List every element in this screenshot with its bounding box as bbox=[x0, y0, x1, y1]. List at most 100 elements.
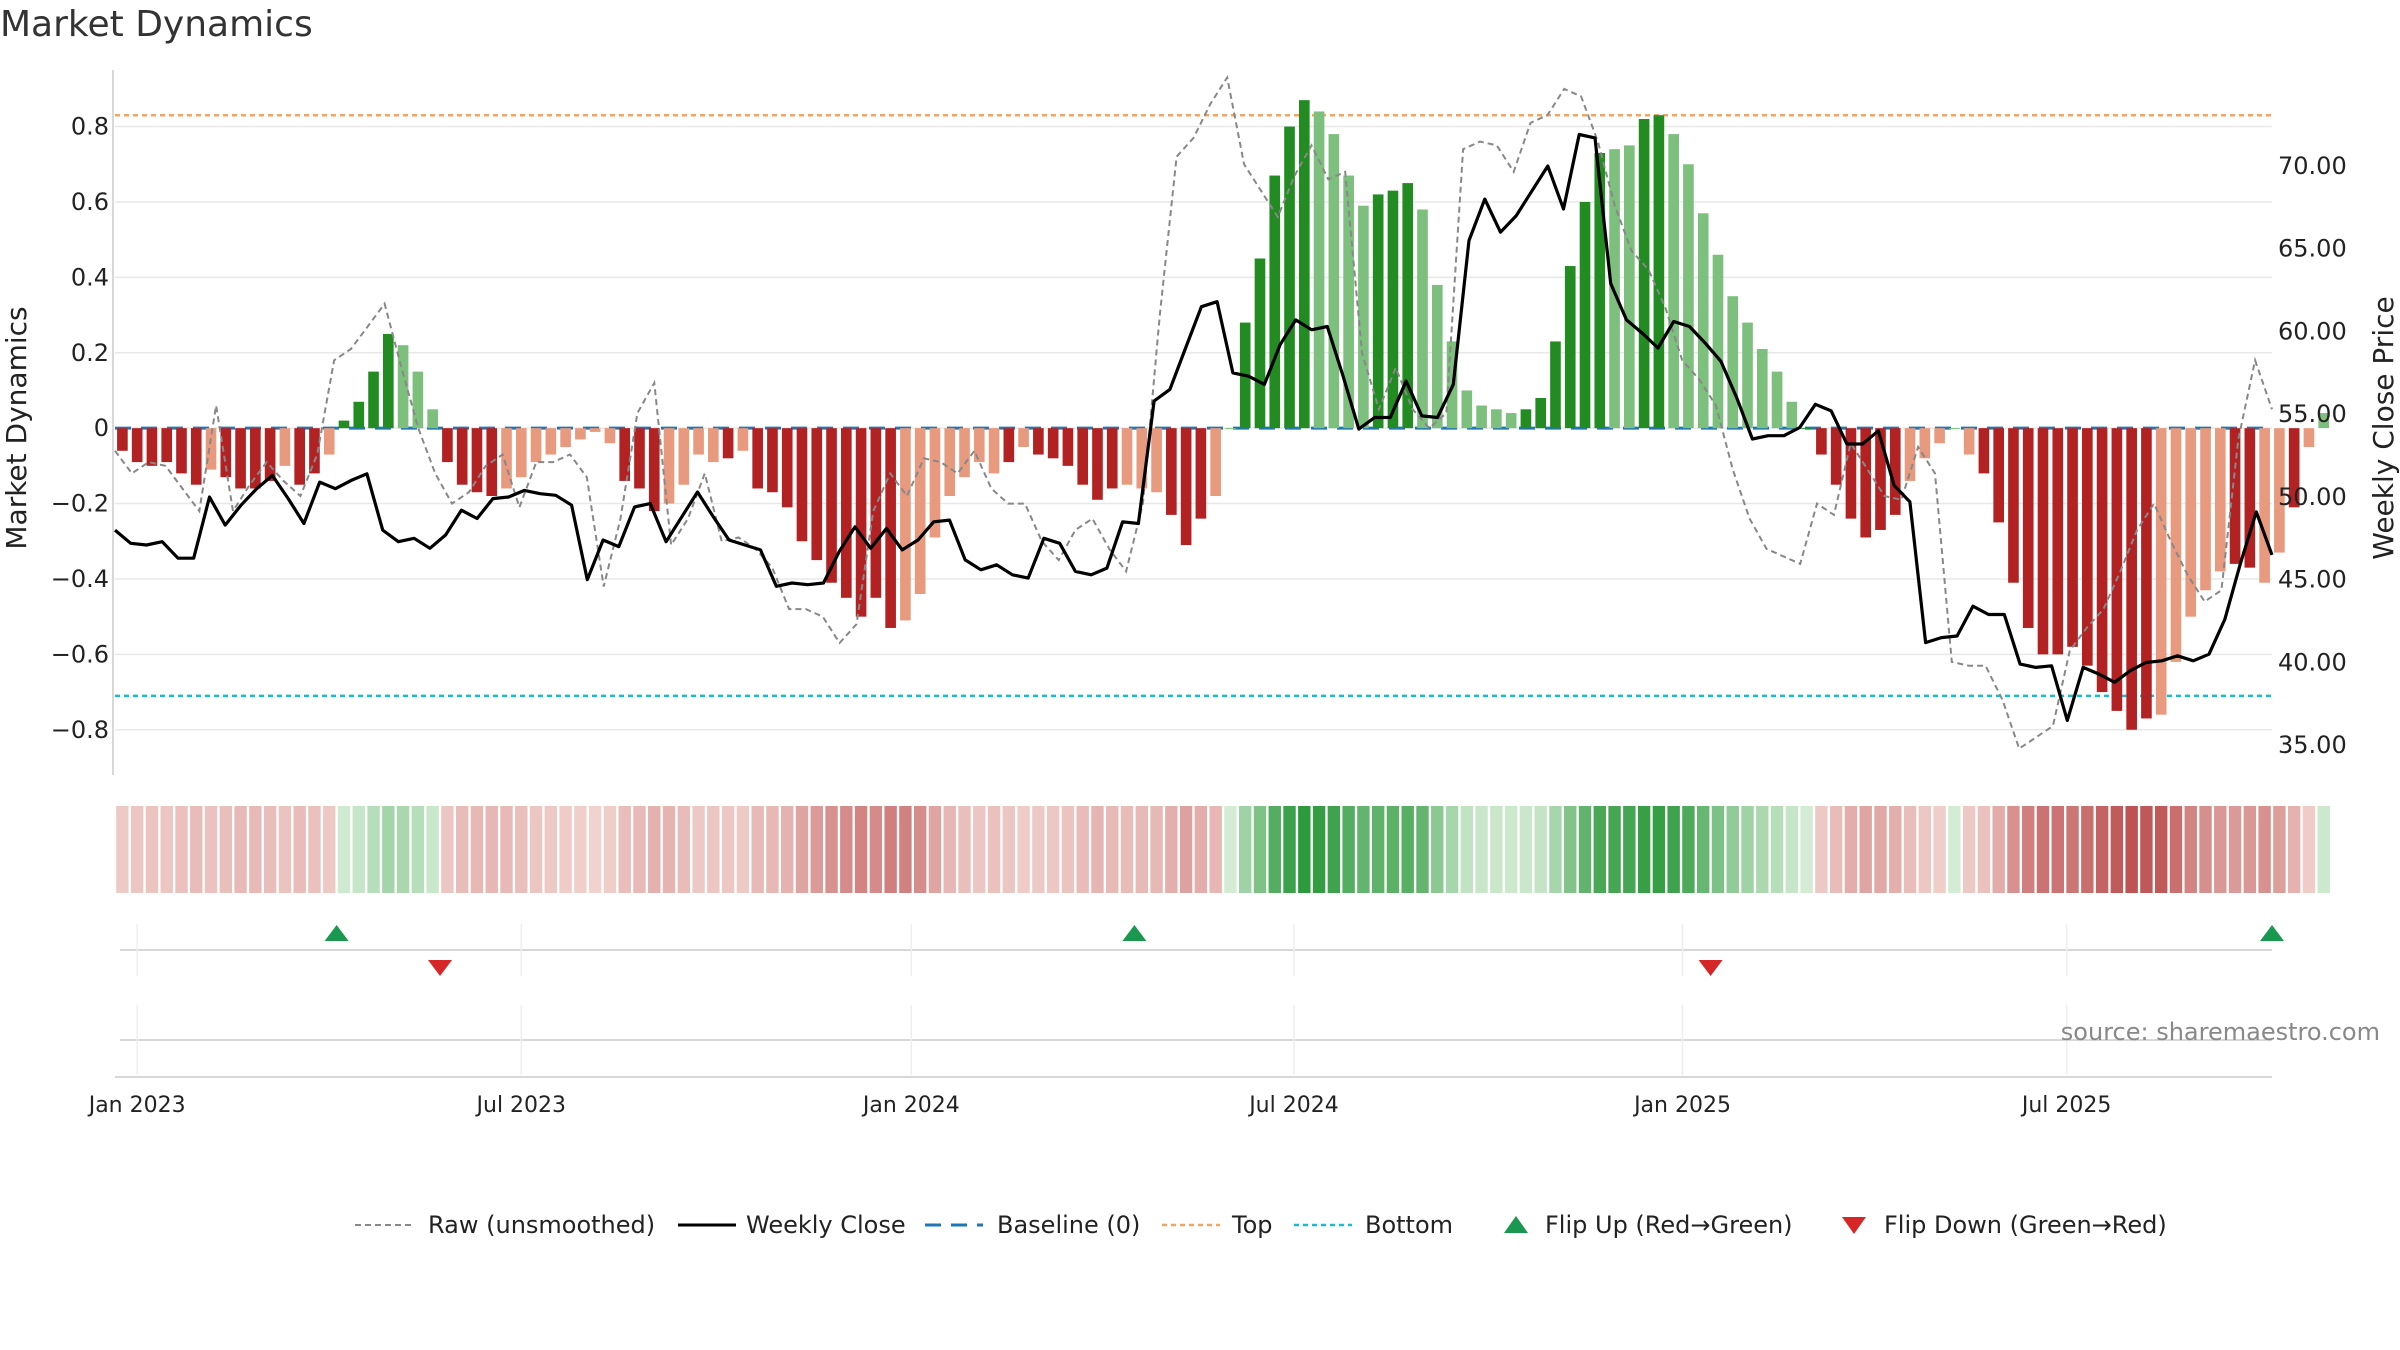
x-tick-label: Jan 2023 bbox=[87, 1093, 186, 1118]
momentum-bar bbox=[678, 428, 690, 485]
heat-cell bbox=[1800, 806, 1813, 893]
heat-cell bbox=[116, 806, 129, 893]
heat-cell bbox=[1209, 806, 1222, 893]
heat-cell bbox=[515, 806, 528, 893]
momentum-bar bbox=[205, 428, 217, 470]
heat-cell bbox=[1785, 806, 1799, 893]
heat-cell bbox=[1889, 806, 1902, 893]
momentum-bar bbox=[1284, 126, 1295, 429]
heat-cell bbox=[337, 806, 351, 893]
heat-cell bbox=[1106, 806, 1119, 893]
flip-up-marker bbox=[324, 925, 349, 941]
heat-cell bbox=[1298, 806, 1311, 893]
momentum-bar bbox=[840, 428, 852, 598]
momentum-bar bbox=[2111, 428, 2123, 711]
heat-cell bbox=[1608, 806, 1621, 893]
momentum-bar bbox=[604, 428, 616, 444]
heat-cell bbox=[1061, 806, 1075, 893]
momentum-bar bbox=[368, 371, 379, 429]
heat-cell bbox=[2036, 806, 2050, 893]
momentum-bar bbox=[2200, 428, 2211, 591]
momentum-bar bbox=[1136, 428, 1148, 489]
momentum-bar bbox=[1343, 175, 1354, 429]
heat-cell bbox=[1962, 806, 1976, 893]
momentum-bar bbox=[146, 428, 158, 466]
left-tick-label: 0.8 bbox=[71, 113, 109, 141]
heat-cell bbox=[529, 806, 543, 893]
heat-cell bbox=[485, 806, 498, 893]
left-tick-label: −0.4 bbox=[51, 565, 109, 593]
legend: Raw (unsmoothed) Weekly Close Baseline (0)… bbox=[355, 1211, 2167, 1239]
momentum-bar bbox=[309, 428, 320, 474]
momentum-bar bbox=[1816, 428, 1827, 455]
legend-flip-down-swatch bbox=[1842, 1217, 1866, 1234]
axes: 0.8 0.6 0.4 0.2 0 −0.2 −0.4 −0.6 −0.8 70.00 65.00 6… bbox=[51, 70, 2347, 775]
momentum-bar bbox=[1225, 428, 1236, 430]
heat-cell bbox=[1179, 806, 1193, 893]
momentum-bar bbox=[501, 428, 512, 489]
right-tick-label: 40.00 bbox=[2278, 648, 2347, 676]
left-tick-label: −0.8 bbox=[51, 716, 109, 744]
momentum-bar bbox=[427, 409, 438, 429]
momentum-bar bbox=[2022, 428, 2034, 628]
momentum-bar bbox=[1431, 284, 1443, 429]
heat-cell bbox=[2066, 806, 2079, 893]
momentum-bar bbox=[737, 428, 749, 451]
heat-cell bbox=[2140, 806, 2153, 893]
momentum-bar bbox=[693, 428, 704, 455]
heat-cell bbox=[1460, 806, 1474, 893]
heat-cell bbox=[1032, 806, 1045, 893]
momentum-bar bbox=[1033, 428, 1044, 455]
momentum-bar bbox=[1166, 428, 1177, 515]
heat-cell bbox=[2287, 806, 2301, 893]
momentum-bar bbox=[752, 428, 763, 489]
y-axis-left-label: Market Dynamics bbox=[0, 306, 33, 549]
legend-item: Bottom bbox=[1294, 1211, 1453, 1239]
heat-cell bbox=[263, 806, 277, 893]
heat-cell bbox=[1371, 806, 1385, 893]
legend-item: Top bbox=[1162, 1211, 1273, 1239]
heat-cell bbox=[1386, 806, 1400, 893]
heat-cell bbox=[1519, 806, 1533, 893]
heat-cell bbox=[1504, 806, 1518, 893]
momentum-bar bbox=[2185, 428, 2197, 617]
heat-cell bbox=[470, 806, 484, 893]
heat-cell bbox=[1268, 806, 1281, 893]
flip-down-marker bbox=[428, 960, 453, 976]
momentum-bar bbox=[1505, 413, 1517, 429]
momentum-bar bbox=[1417, 209, 1428, 429]
legend-item: Flip Down (Green→Red) bbox=[1842, 1211, 2167, 1239]
momentum-bar bbox=[250, 428, 261, 489]
momentum-bar bbox=[530, 428, 542, 463]
heat-cell bbox=[2081, 806, 2094, 893]
momentum-bar bbox=[220, 428, 232, 478]
momentum-bar bbox=[515, 428, 527, 478]
heat-cell bbox=[958, 806, 971, 893]
heat-cell bbox=[825, 806, 838, 893]
momentum-bar bbox=[1358, 205, 1369, 429]
right-tick-label: 50.00 bbox=[2278, 483, 2347, 511]
momentum-bar bbox=[2155, 428, 2167, 715]
heat-cell bbox=[869, 806, 883, 893]
heat-cell bbox=[2258, 806, 2271, 893]
source-label: source: sharemaestro.com bbox=[2061, 1018, 2380, 1046]
momentum-bar bbox=[1742, 322, 1753, 429]
legend-label: Top bbox=[1231, 1211, 1273, 1239]
heat-cell bbox=[219, 806, 233, 893]
left-tick-label: −0.6 bbox=[51, 640, 109, 668]
momentum-bar bbox=[1830, 428, 1842, 485]
x-tick-label: Jul 2025 bbox=[2020, 1093, 2112, 1118]
momentum-bar bbox=[1904, 428, 1916, 481]
momentum-bar bbox=[1771, 371, 1783, 429]
momentum-bar bbox=[323, 428, 335, 455]
left-tick-label: 0 bbox=[94, 414, 109, 442]
momentum-bar bbox=[1934, 428, 1945, 444]
heat-cell bbox=[1741, 806, 1754, 893]
momentum-bar bbox=[1579, 201, 1591, 429]
heat-cell bbox=[840, 806, 853, 893]
heat-cell bbox=[692, 806, 705, 893]
x-axis: Jan 2023 Jul 2023 Jan 2024 Jul 2024 Jan 2025… bbox=[87, 924, 2112, 1118]
momentum-bar bbox=[1520, 409, 1532, 429]
momentum-bar bbox=[2318, 413, 2330, 429]
heat-cell bbox=[1002, 806, 1016, 893]
